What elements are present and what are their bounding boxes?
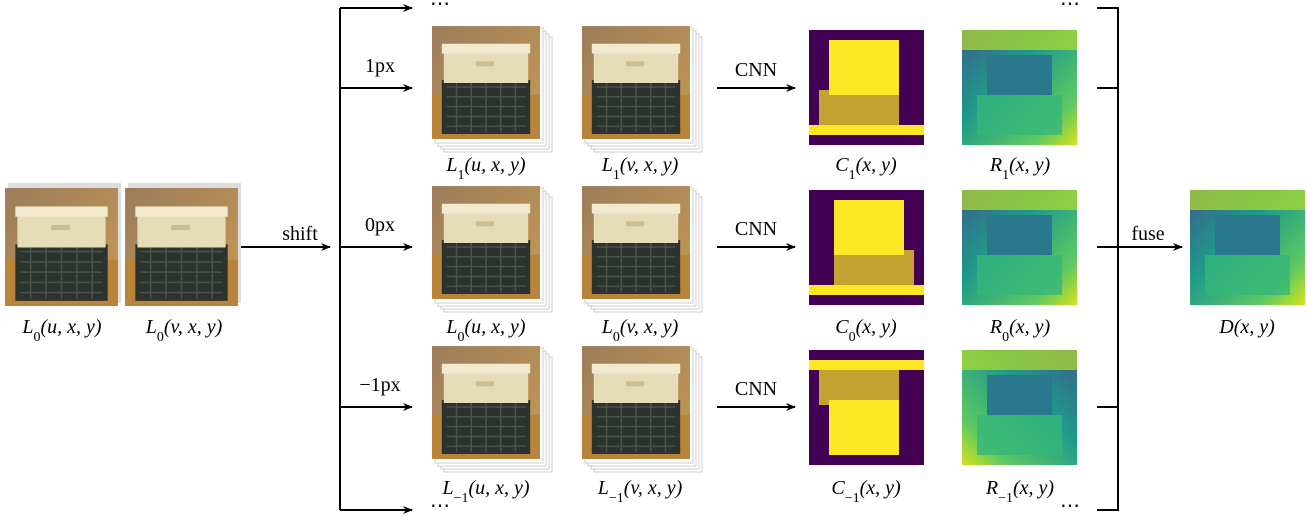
math-label: C0(x, y) [835,316,897,345]
math-label: C1(x, y) [835,154,897,183]
light-field-view [432,26,540,139]
arguments: (x, y) [856,316,897,338]
symbol: L [445,316,457,338]
network-label: CNN [735,378,777,400]
arguments: (v, x, y) [620,316,679,338]
subscript: 1 [1002,168,1009,183]
symbol: C [835,316,849,338]
math-label: L0(u, x, y) [445,316,526,345]
ellipsis: ⋯ [1060,495,1080,517]
ellipsis: ⋯ [430,0,450,15]
subscript: 0 [849,330,856,345]
fuse-label: fuse [1131,223,1164,245]
symbol: R [985,477,998,499]
subscript: 0 [157,330,164,345]
symbol: L [145,316,157,338]
math-label: R0(x, y) [989,316,1051,345]
math-label: L1(v, x, y) [601,154,679,183]
subscript: −1 [609,491,624,506]
math-label: R−1(x, y) [985,477,1055,506]
symbol: C [831,477,845,499]
images [5,26,1305,472]
arguments: (v, x, y) [164,316,223,338]
subscript: −1 [454,491,469,506]
subscript: 0 [458,330,465,345]
arguments: (x, y) [1009,316,1050,338]
ellipsis: ⋯ [1060,0,1080,15]
arguments: (x, y) [1013,477,1054,499]
math-label: L1(u, x, y) [445,154,526,183]
light-field-view [582,186,690,299]
math-label: L0(u, x, y) [21,316,102,345]
symbol: L [601,316,613,338]
math-label: L0(v, x, y) [145,316,223,345]
symbol: D [1218,316,1234,338]
subscript: 1 [613,168,620,183]
arguments: (v, x, y) [620,154,679,176]
math-label: R1(x, y) [989,154,1051,183]
subscript: 0 [613,330,620,345]
subscript: −1 [845,491,860,506]
math-label: D(x, y) [1218,316,1275,338]
arguments: (u, x, y) [465,316,526,338]
arguments: (u, x, y) [465,154,526,176]
subscript: 0 [1002,330,1009,345]
math-label: C−1(x, y) [831,477,901,506]
arguments: (x, y) [856,154,897,176]
arguments: (u, x, y) [41,316,102,338]
symbol: R [989,316,1002,338]
symbol: L [601,154,613,176]
arguments: (x, y) [1009,154,1050,176]
subscript: 1 [849,168,856,183]
subscript: 1 [458,168,465,183]
arguments: (x, y) [1234,316,1275,338]
symbol: L [445,154,457,176]
subscript: −1 [998,491,1013,506]
arguments: (v, x, y) [624,477,683,499]
symbol: R [989,154,1002,176]
operation-label: shift [282,223,318,245]
pipeline-diagram: shift fuse ⋯ ⋯ ⋯ ⋯ L0(u, x, y)L0(v, x, y… [0,0,1307,518]
light-field-view [432,346,540,459]
math-label: L−1(u, x, y) [441,477,529,506]
shift-label: −1px [359,374,400,396]
math-label: L−1(v, x, y) [597,477,683,506]
math-label: L0(v, x, y) [601,316,679,345]
light-field-view [582,346,690,459]
arguments: (x, y) [860,477,901,499]
symbol: L [21,316,33,338]
shift-label: 1px [365,55,395,77]
network-label: CNN [735,218,777,240]
symbol: C [835,154,849,176]
shift-label: 0px [365,214,395,236]
symbol: L [441,477,453,499]
subscript: 0 [34,330,41,345]
symbol: L [597,477,609,499]
light-field-view [582,26,690,139]
network-label: CNN [735,59,777,81]
light-field-view [432,186,540,299]
arguments: (u, x, y) [468,477,529,499]
